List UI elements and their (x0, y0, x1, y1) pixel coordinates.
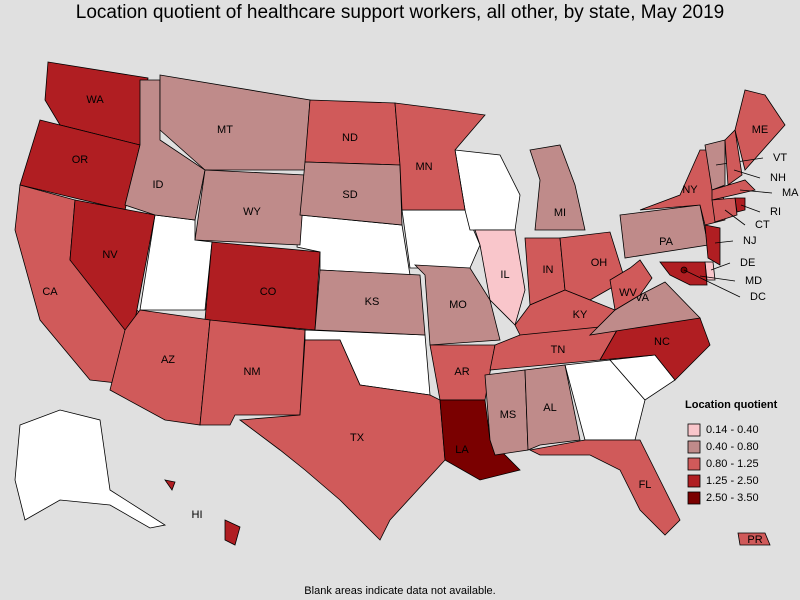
state-shape (314, 269, 426, 336)
leader-line (724, 209, 746, 226)
leader-line (733, 169, 761, 179)
state-label: MN (415, 161, 432, 173)
legend-label: 1.25 - 2.50 (706, 475, 759, 487)
leader-line (714, 240, 734, 244)
state-label: ID (153, 179, 164, 191)
no-data-states (14, 149, 676, 529)
state-shape (394, 102, 486, 211)
state-label: WY (243, 206, 261, 218)
legend-title: Location quotient (685, 399, 778, 411)
legend: Location quotient 0.14 - 0.40 0.40 - 0.80… (685, 399, 778, 505)
state-shape (14, 409, 167, 529)
state-label: AL (543, 402, 556, 414)
state-label: NC (654, 336, 670, 348)
legend-swatch (687, 440, 701, 454)
map-title: Location quotient of healthcare support … (76, 2, 725, 23)
legend-label: 0.80 - 1.25 (706, 458, 759, 470)
state-label: NH (770, 172, 786, 184)
state-shape (711, 197, 738, 223)
leader-line (683, 269, 741, 298)
state-shape (704, 224, 721, 266)
state-label: KS (365, 296, 380, 308)
state-label: TX (350, 432, 365, 444)
state-shape (734, 89, 786, 171)
state-label: PR (747, 534, 762, 546)
state-shape (524, 364, 581, 451)
footnote: Blank areas indicate data not available. (304, 585, 495, 597)
state-label: ND (342, 132, 358, 144)
state-label: IN (543, 264, 554, 276)
state-label: WA (86, 94, 104, 106)
state-label: MI (554, 207, 566, 219)
state-label: MD (745, 275, 762, 287)
leader-line (739, 189, 773, 194)
state-shape (528, 439, 681, 536)
state-label: NV (102, 249, 118, 261)
state-label: WV (619, 287, 637, 299)
state-shape (199, 319, 306, 426)
state-label: OH (591, 257, 608, 269)
state-shape (439, 399, 521, 481)
state-label: FL (639, 479, 652, 491)
state-shape (659, 261, 708, 286)
state-label: MA (782, 187, 799, 199)
state-label: CT (755, 219, 770, 231)
state-shape (484, 369, 529, 456)
legend-label: 0.14 - 0.40 (706, 424, 759, 436)
state-label: ME (752, 124, 769, 136)
leader-line (740, 204, 761, 213)
state-label: MS (500, 409, 517, 421)
state-label: OR (72, 154, 89, 166)
state-shape (224, 519, 241, 546)
state-label: MO (449, 299, 467, 311)
state-shape (704, 139, 726, 191)
state-label: KY (573, 309, 588, 321)
state-label: MT (217, 124, 233, 136)
legend-label: 2.50 - 3.50 (706, 492, 759, 504)
state-label: DC (750, 291, 766, 303)
state-label: NM (243, 366, 260, 378)
state-label: SD (342, 189, 357, 201)
state-shape (737, 532, 771, 546)
state-shape (559, 231, 626, 301)
state-shape (564, 359, 646, 441)
legend-swatch (687, 457, 701, 471)
state-label: NY (682, 184, 698, 196)
state-label: TN (551, 344, 566, 356)
states: WA OR CA NV ID MT WY CO AZ NM ND SD KS TX MN MO AR LA IL MI… (14, 61, 799, 546)
state-label: HI (192, 509, 203, 521)
state-label: IL (500, 269, 509, 281)
leader-line (710, 262, 731, 271)
state-label: DE (740, 257, 755, 269)
state-label: AZ (161, 354, 175, 366)
legend-swatch (687, 474, 701, 488)
state-shape (529, 144, 586, 231)
leader-line (699, 275, 736, 282)
state-label: PA (659, 236, 674, 248)
state-label: CO (260, 286, 277, 298)
state-shape (164, 479, 176, 491)
state-shape (238, 339, 446, 541)
state-label: VT (773, 152, 787, 164)
state-label: CA (42, 286, 58, 298)
state-shape (588, 281, 701, 336)
state-shape (299, 161, 403, 226)
state-label: NJ (743, 235, 756, 247)
state-label: LA (455, 444, 469, 456)
state-shape (609, 259, 653, 311)
state-label: RI (770, 206, 781, 218)
state-shape (159, 74, 311, 171)
legend-label: 0.40 - 0.80 (706, 441, 759, 453)
state-shape (413, 264, 501, 346)
legend-swatch (687, 423, 701, 437)
state-shape (194, 169, 306, 246)
state-shape (711, 179, 756, 201)
state-label: AR (454, 366, 469, 378)
legend-swatch (687, 491, 701, 505)
